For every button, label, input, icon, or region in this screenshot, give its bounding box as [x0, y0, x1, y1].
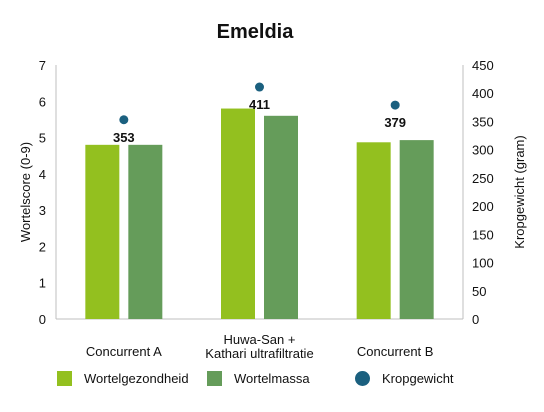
x-tick-label: Kathari ultrafiltratie — [205, 346, 313, 361]
bar — [356, 142, 391, 319]
bar — [221, 108, 255, 320]
y-right-tick-label: 0 — [472, 312, 479, 327]
point — [255, 82, 264, 92]
data-label: 411 — [249, 97, 270, 112]
y-right-tick-label: 100 — [472, 256, 494, 271]
y-left-tick-label: 3 — [39, 203, 46, 218]
legend-swatch-wortelmassa — [207, 370, 222, 386]
legend-marker-kropgewicht — [355, 370, 370, 386]
chart-title: Emeldia — [217, 21, 295, 43]
y-left-tick-label: 6 — [39, 94, 46, 109]
y-right-tick-label: 300 — [472, 143, 494, 158]
bar — [128, 144, 163, 319]
y-left-axis-label: Wortelscore (0-9) — [18, 142, 33, 242]
y-right-tick-label: 450 — [472, 58, 494, 73]
legend-label: Wortelgezondheid — [84, 370, 189, 386]
point — [390, 100, 400, 110]
data-label: 379 — [384, 115, 406, 130]
y-right-tick-label: 400 — [472, 86, 494, 101]
axes — [55, 65, 464, 320]
bar — [264, 115, 298, 319]
legend-swatch-wortelgezondheid — [57, 370, 72, 386]
y-right-tick-label: 250 — [472, 171, 494, 186]
y-left-tick-label: 0 — [39, 312, 46, 327]
y-left-tick-label: 4 — [39, 167, 46, 182]
y-right-tick-label: 150 — [472, 227, 494, 242]
legend-item-kropgewicht: Kropgewicht — [355, 366, 454, 390]
point — [119, 115, 129, 125]
bar — [399, 140, 434, 319]
y-left-tick-label: 1 — [39, 276, 46, 291]
data-label: 353 — [113, 130, 135, 145]
bar — [85, 144, 120, 319]
y-left-tick-label: 5 — [39, 131, 46, 146]
legend-item-wortelmassa: Wortelmassa — [207, 366, 310, 390]
ticks: 0 1 2 3 4 5 6 7 0 50 100 150 200 250 300 350 400 450 Concu… — [39, 58, 494, 361]
y-right-tick-label: 200 — [472, 199, 494, 214]
legend-label: Wortelmassa — [234, 370, 310, 386]
legend-item-wortelgezondheid: Wortelgezondheid — [57, 366, 189, 390]
x-tick-label: Concurrent B — [357, 344, 434, 359]
y-right-axis-label: Kropgewicht (gram) — [512, 135, 527, 248]
x-tick-label: Huwa-San + — [224, 332, 296, 347]
legend-label: Kropgewicht — [382, 370, 454, 386]
y-right-tick-label: 50 — [472, 284, 486, 299]
points: 353 411 379 — [113, 82, 406, 145]
x-tick-label: Concurrent A — [86, 344, 162, 359]
y-left-tick-label: 2 — [39, 239, 46, 254]
y-right-tick-label: 350 — [472, 114, 494, 129]
y-left-tick-label: 7 — [39, 58, 46, 73]
bars — [85, 108, 434, 320]
legend: Wortelgezondheid Wortelmassa Kropgewicht — [0, 366, 544, 390]
